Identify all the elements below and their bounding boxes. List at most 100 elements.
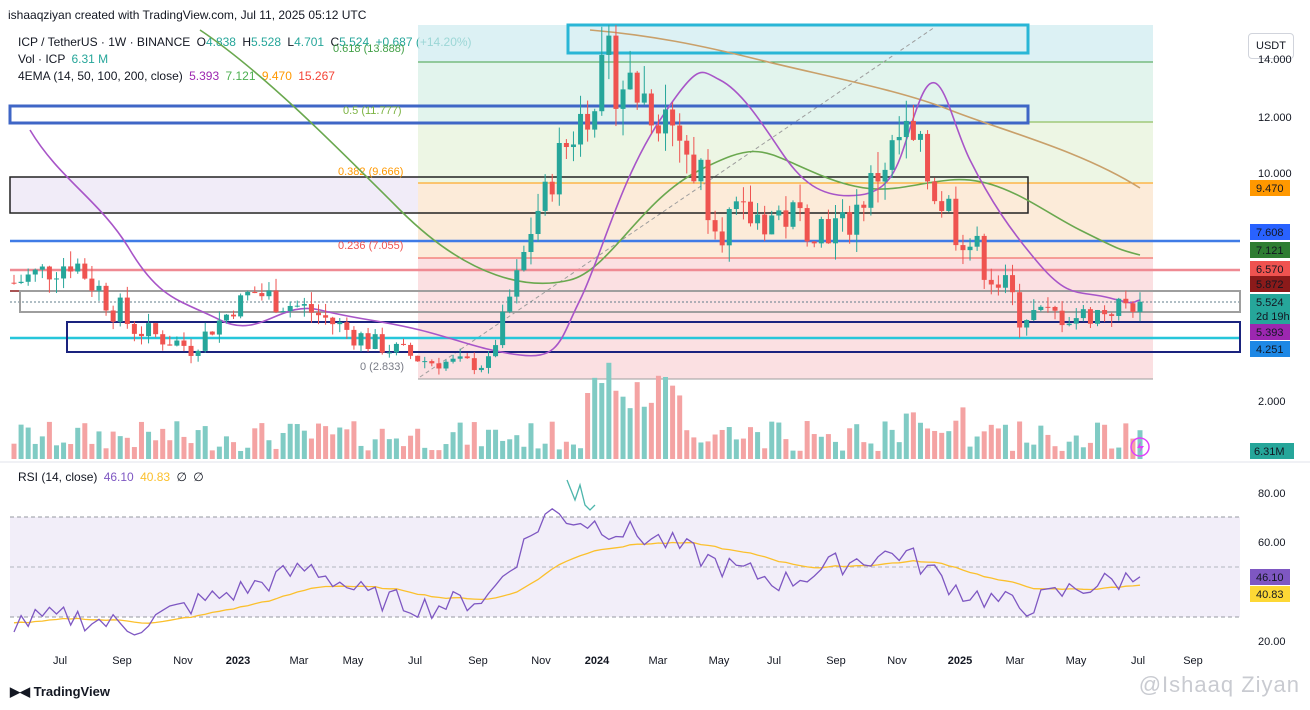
volume-bar — [245, 447, 251, 459]
volume-bar — [556, 449, 562, 459]
volume-bar — [712, 434, 718, 459]
alert-bolt-icon — [1137, 441, 1144, 453]
candle-body — [634, 72, 640, 103]
badge-countdown-text: 2d 19h — [1256, 311, 1290, 323]
time-tick: Sep — [1183, 655, 1203, 667]
volume-bar — [400, 446, 406, 459]
candle-body — [1045, 306, 1051, 308]
candle-body — [790, 202, 796, 227]
fib-label-0382: 0.382 (9.666) — [338, 166, 403, 178]
candle-body — [245, 291, 251, 296]
volume-bar — [273, 448, 279, 459]
rsi-legend[interactable]: RSI (14, close) 46.10 40.83 ∅ ∅ — [18, 470, 204, 484]
symbol-name[interactable]: ICP / TetherUS · 1W · BINANCE — [18, 35, 191, 49]
candle-body — [138, 333, 144, 337]
badge-level1 — [1250, 224, 1290, 240]
symbol-legend[interactable]: ICP / TetherUS · 1W · BINANCE O4.838 H5.… — [18, 35, 472, 49]
ohlc-high-label: H — [242, 35, 251, 49]
candle-body — [443, 361, 449, 369]
tradingview-logo[interactable]: ▶◀ TradingView — [10, 684, 110, 700]
ema50-line — [199, 29, 1141, 285]
candle-body — [655, 125, 661, 134]
author-watermark: @Ishaaq Ziyan — [1138, 672, 1300, 697]
fib-zone-top — [418, 25, 1153, 62]
volume-bar — [1080, 447, 1086, 459]
volume-bar — [500, 440, 506, 459]
ema-legend[interactable]: 4EMA (14, 50, 100, 200, close) 5.393 7.1… — [18, 69, 335, 83]
candle-body — [32, 269, 38, 275]
volume-bar — [372, 439, 378, 459]
rsi-overbought-segment — [566, 479, 596, 511]
volume-bar — [316, 423, 322, 459]
volume-bar — [415, 428, 421, 459]
volume-bar — [570, 444, 576, 459]
candle-body — [337, 322, 343, 325]
volume-bar — [698, 442, 704, 459]
volume-bar — [493, 429, 499, 459]
volume-bar — [1095, 422, 1101, 459]
candle-body — [1059, 310, 1065, 326]
volume-bar — [1059, 450, 1065, 459]
candle-body — [485, 356, 491, 368]
volume-bar — [386, 439, 392, 459]
candle-body — [1052, 306, 1058, 311]
volume-bar — [932, 430, 938, 459]
candle-body — [733, 201, 739, 210]
candle-body — [804, 208, 810, 242]
volume-legend[interactable]: Vol · ICP 6.31 M — [18, 52, 108, 66]
candle-body — [535, 210, 541, 235]
ema14-line — [29, 71, 1141, 357]
candle-body — [563, 143, 569, 148]
volume-bar — [301, 430, 307, 459]
badge-close — [1250, 294, 1290, 324]
volume-bar — [89, 443, 95, 459]
badge-close-text: 5.524 — [1256, 297, 1284, 309]
candle-body — [1073, 318, 1079, 324]
volume-bar — [719, 429, 725, 459]
candle-body — [365, 333, 371, 349]
volume-bar — [39, 436, 45, 459]
candle-body — [542, 181, 548, 211]
volume-bar — [663, 376, 669, 459]
candle-body — [82, 263, 88, 279]
candle-body — [882, 169, 888, 182]
candle-body — [259, 293, 265, 297]
candle-body — [917, 133, 923, 140]
fib-labels: 0.618 (13.888) 0.5 (11.777) 0.382 (9.666… — [333, 43, 405, 373]
candle-body — [832, 218, 838, 244]
time-tick: Nov — [531, 655, 551, 667]
volume-bar — [733, 439, 739, 459]
price-axis: 14.000 12.000 10.000 2.000 9.470 7.608 7… — [1250, 54, 1294, 648]
volume-bar — [344, 429, 350, 459]
candle-body — [53, 278, 59, 280]
candle-body — [755, 214, 761, 224]
candle-body — [18, 281, 24, 284]
rsi-band — [10, 517, 1240, 617]
volume-bar — [755, 432, 761, 459]
candle-body — [677, 125, 683, 141]
rsi-tick-80: 80.00 — [1258, 488, 1286, 500]
candle-body — [840, 212, 846, 219]
candle-body — [556, 143, 562, 195]
volume-bar — [337, 427, 343, 459]
ohlc-low: 4.701 — [294, 35, 325, 49]
currency-button[interactable]: USDT — [1248, 33, 1294, 59]
volume-bar — [365, 450, 371, 459]
volume-value: 6.31 M — [71, 52, 109, 66]
ohlc-open: 4.838 — [205, 35, 236, 49]
volume-bar — [287, 423, 293, 459]
volume-bar — [677, 395, 683, 459]
volume-bar — [1123, 423, 1129, 459]
candle-body — [1109, 314, 1115, 316]
volume-bar — [308, 438, 314, 459]
time-tick: Sep — [112, 655, 132, 667]
candle-body — [308, 304, 314, 313]
volume-bar — [393, 438, 399, 459]
candle-body — [464, 356, 470, 359]
candle-body — [379, 334, 385, 353]
candle-body — [627, 72, 633, 90]
volume-bar — [542, 443, 548, 459]
volume-bar — [252, 428, 258, 459]
candle-body — [124, 297, 130, 324]
candle-body — [528, 234, 534, 252]
